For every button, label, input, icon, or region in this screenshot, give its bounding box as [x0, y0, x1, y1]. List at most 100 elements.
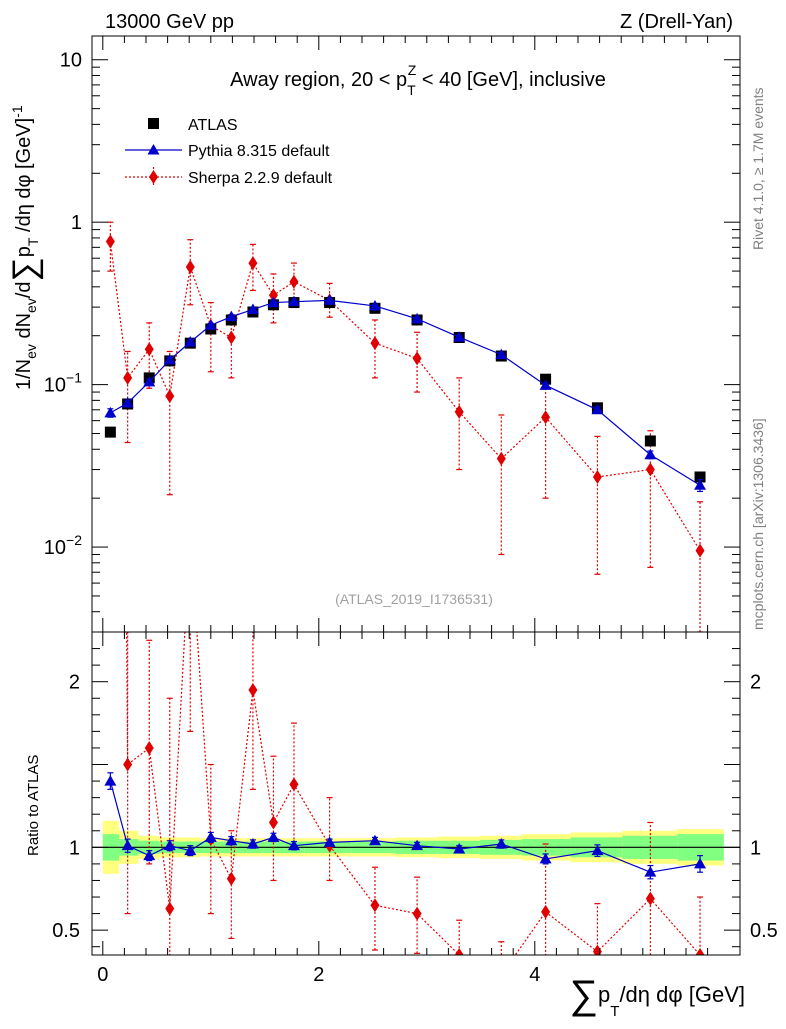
title-sup-z: Z: [408, 62, 417, 78]
sherpa-point: [370, 336, 380, 351]
sherpa-ratio-point: [123, 757, 133, 772]
sherpa-ratio-point: [268, 815, 278, 830]
pythia-point: [368, 299, 381, 311]
mcplots-label: mcplots.cern.ch [arXiv:1306.3436]: [750, 418, 766, 630]
pythia-point: [143, 375, 156, 387]
sherpa-ratio-point: [144, 740, 154, 755]
pythia-ratio-point: [104, 775, 117, 786]
pythia-ratio-point: [121, 839, 134, 851]
pythia-point: [694, 479, 707, 490]
legend-marker-atlas: [148, 118, 159, 129]
sherpa-ratio-point: [248, 682, 258, 697]
legend-label-atlas: ATLAS: [188, 117, 238, 134]
ratio-y-tick-label-left: 0.5: [52, 920, 80, 942]
x-tick-label: 2: [313, 964, 324, 986]
pythia-ratio-point: [539, 852, 552, 864]
sherpa-point: [123, 370, 133, 385]
y-tick-label: 10−1: [44, 370, 82, 397]
pythia-point: [121, 397, 134, 408]
atlas-point: [694, 471, 706, 483]
ratio-y-tick-label-right: 0.5: [750, 920, 778, 942]
sherpa-point: [289, 274, 299, 289]
pythia-ratio-point: [495, 838, 508, 849]
pythia-line: [110, 299, 701, 486]
pythia-ratio-point: [143, 849, 156, 861]
sherpa-ratio-point: [226, 871, 236, 886]
legend-label-sherpa: Sherpa 2.2.9 default: [188, 170, 333, 187]
top-plot-area: [104, 221, 707, 632]
ratio-plot: [92, 632, 740, 982]
pythia-point: [163, 353, 176, 365]
sherpa-ratio-point: [370, 898, 380, 913]
title-sub-t: T: [407, 82, 416, 98]
sherpa-ratio-point: [454, 948, 464, 955]
pythia-ratio-point: [246, 838, 259, 849]
sherpa-point: [645, 462, 655, 477]
y-tick-label: 1: [71, 212, 82, 234]
sherpa-line: [109, 241, 701, 551]
title-part-b: < 40 [GeV], inclusive: [416, 69, 606, 91]
atlas-point: [644, 435, 656, 447]
atlas-point: [540, 373, 552, 385]
sherpa-point: [268, 288, 278, 303]
sherpa-ratio-point: [165, 901, 175, 916]
pythia-ratio-point: [368, 834, 381, 846]
pythia-point: [591, 403, 604, 415]
sherpa-ratio-point: [289, 777, 299, 792]
rivet-label: Rivet 4.1.0, ≥ 1.7M events: [750, 87, 766, 250]
pythia-point: [539, 379, 552, 390]
watermark: (ATLAS_2019_I1736531): [335, 591, 493, 607]
sherpa-point: [541, 410, 551, 425]
pythia-point: [204, 319, 217, 330]
x-axis-label: ∑pT/dη dφ [GeV]: [570, 973, 746, 1020]
pythia-ratio-point: [163, 839, 176, 851]
sherpa-point: [592, 469, 602, 484]
sherpa-ratio-point: [541, 904, 551, 919]
y-axis-label-bottom: Ratio to ATLAS: [25, 755, 42, 856]
chart-title: Away region, 20 < pTZ < 40 [GeV], inclus…: [230, 62, 606, 98]
pythia-ratio-point: [591, 844, 604, 856]
sherpa-point: [165, 389, 175, 404]
y-axis-label-top: 1/Nev dNev/d∑pT /dη dφ [GeV]-1: [6, 105, 44, 390]
title-part-a: Away region, 20 < p: [230, 69, 407, 91]
ratio-y-tick-label-left: 1: [69, 837, 80, 859]
pythia-point: [184, 335, 197, 347]
atlas-point: [104, 426, 116, 438]
legend: ATLAS Pythia 8.315 default Sherpa 2.2.9 …: [125, 117, 333, 187]
x-tick-label: 0: [97, 964, 108, 986]
pythia-point: [104, 406, 117, 418]
ratio-y-tick-label-left: 2: [69, 672, 80, 694]
pythia-point: [267, 296, 280, 308]
sherpa-point: [105, 234, 115, 249]
sherpa-point: [248, 256, 258, 271]
sherpa-point: [695, 543, 705, 558]
pythia-point: [644, 448, 657, 460]
pythia-ratio-point: [323, 836, 336, 847]
pythia-point: [453, 331, 466, 342]
pythia-ratio-point: [694, 857, 707, 869]
sherpa-ratio-point: [645, 891, 655, 906]
pythia-point: [225, 310, 238, 322]
pythia-ratio-point: [453, 842, 466, 854]
ratio-y-tick-label-right: 1: [750, 837, 761, 859]
sherpa-point: [144, 342, 154, 357]
legend-label-pythia: Pythia 8.315 default: [188, 143, 330, 160]
y-tick-label: 10: [60, 50, 82, 72]
ratio-y-tick-label-right: 2: [750, 672, 761, 694]
pythia-ratio-point: [411, 839, 424, 851]
top-plot: [104, 221, 707, 632]
pythia-ratio-point: [184, 844, 197, 856]
ratio-plot-area: [92, 632, 740, 982]
pythia-ratio-point: [225, 834, 238, 846]
pythia-ratio-point: [287, 839, 300, 851]
sherpa-ratio-point: [592, 944, 602, 955]
pythia-ratio-point: [267, 831, 280, 842]
sherpa-ratio-point: [412, 906, 422, 921]
sherpa-point: [454, 404, 464, 419]
pythia-point: [323, 294, 336, 305]
y-tick-label: 10−2: [44, 532, 82, 559]
sherpa-point: [226, 330, 236, 345]
sherpa-ratio-point: [497, 968, 506, 982]
ratio-frame: [91, 631, 741, 956]
